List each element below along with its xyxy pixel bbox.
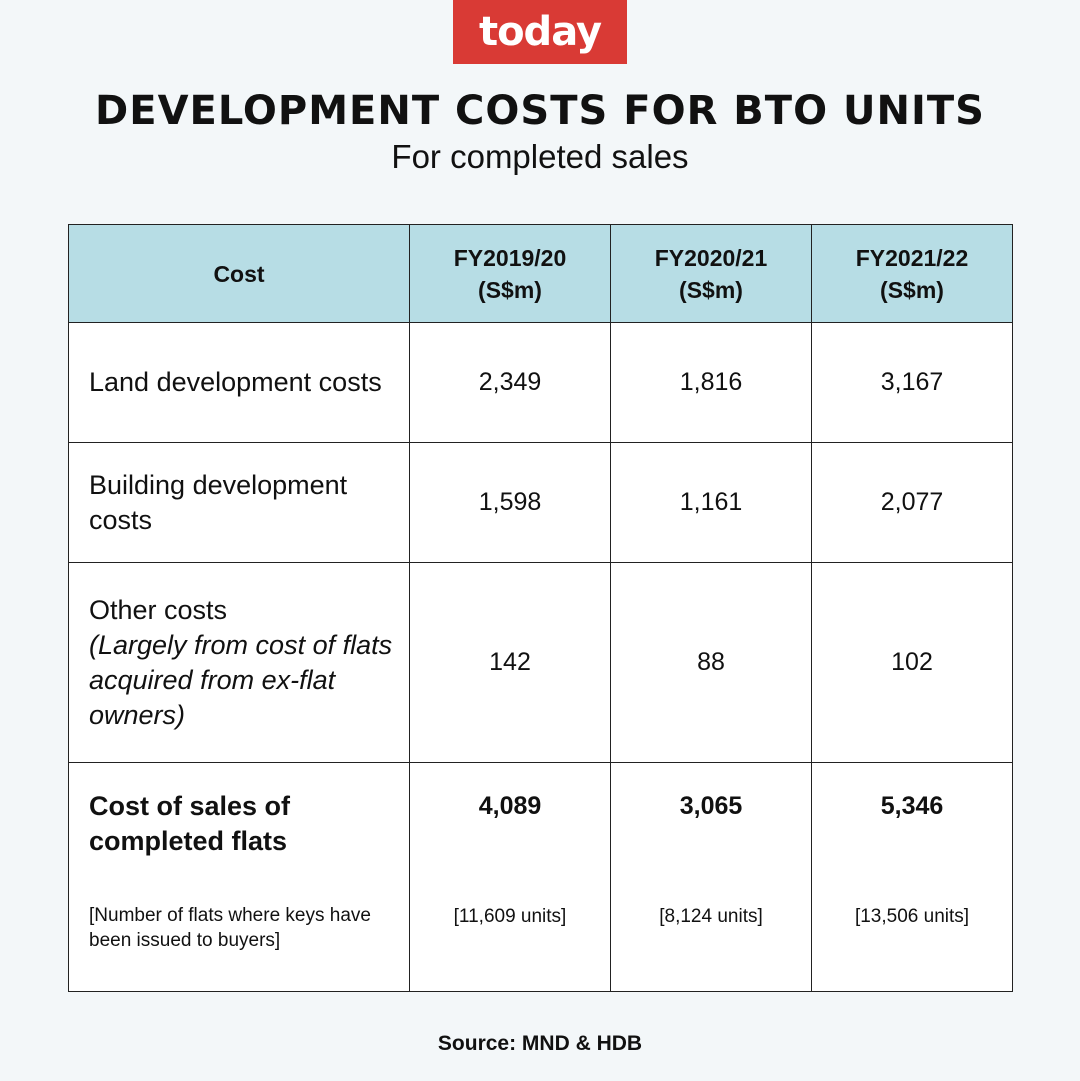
cell-value: 88	[610, 562, 812, 763]
header-fy2019-20: FY2019/20 (S$m)	[409, 224, 611, 323]
total-value: 4,089	[478, 792, 542, 820]
cell-value: 2,077	[811, 442, 1013, 563]
total-label-cell: Cost of sales of completed flats [Number…	[68, 762, 410, 992]
cost-table: Cost FY2019/20 (S$m) FY2020/21 (S$m) FY202…	[68, 224, 1013, 992]
row-label: Land development costs	[68, 322, 410, 443]
cell-value: 142	[409, 562, 611, 763]
total-cell: 5,346 [13,506 units]	[811, 762, 1013, 992]
total-units: [11,609 units]	[453, 906, 567, 927]
table-header-row: Cost FY2019/20 (S$m) FY2020/21 (S$m) FY202…	[68, 224, 1013, 323]
cell-value: 1,816	[610, 322, 812, 443]
total-units: [13,506 units]	[854, 906, 970, 927]
cell-value: 102	[811, 562, 1013, 763]
cell-value: 1,598	[409, 442, 611, 563]
table-row: Land development costs 2,349 1,816 3,167	[68, 322, 1013, 443]
table-row: Other costs (Largely from cost of flats …	[68, 562, 1013, 763]
today-logo: today	[453, 0, 627, 64]
header-fy2021-22: FY2021/22 (S$m)	[811, 224, 1013, 323]
cell-value: 3,167	[811, 322, 1013, 443]
total-cell: 4,089 [11,609 units]	[409, 762, 611, 992]
total-label: Cost of sales of completed flats	[89, 791, 291, 856]
total-sublabel: [Number of flats where keys have been is…	[89, 905, 371, 951]
total-row: Cost of sales of completed flats [Number…	[68, 762, 1013, 992]
row-label: Building development costs	[68, 442, 410, 563]
total-value: 3,065	[679, 792, 743, 820]
source-note: Source: MND & HDB	[437, 1032, 643, 1055]
table-row: Building development costs 1,598 1,161 2…	[68, 442, 1013, 563]
row-label: Other costs (Largely from cost of flats …	[68, 562, 410, 763]
page-subtitle: For completed sales	[391, 138, 689, 175]
header-cost: Cost	[68, 224, 410, 323]
total-value: 5,346	[880, 792, 944, 820]
header-fy2020-21: FY2020/21 (S$m)	[610, 224, 812, 323]
row-note: (Largely from cost of flats acquired fro…	[89, 629, 393, 730]
cell-value: 1,161	[610, 442, 812, 563]
row-label-text: Other costs	[89, 594, 228, 625]
total-units: [8,124 units]	[659, 906, 763, 927]
page-title: DEVELOPMENT COSTS FOR BTO UNITS	[95, 88, 985, 134]
cell-value: 2,349	[409, 322, 611, 443]
total-cell: 3,065 [8,124 units]	[610, 762, 812, 992]
